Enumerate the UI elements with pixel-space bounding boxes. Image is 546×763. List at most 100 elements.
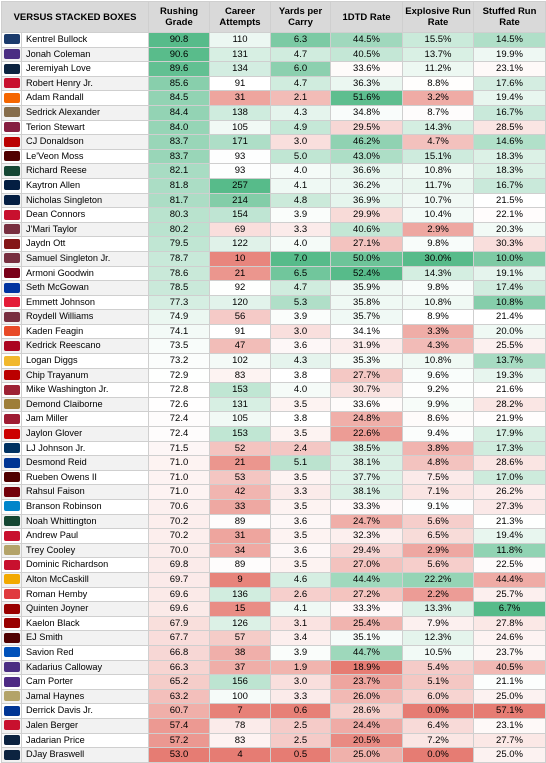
table-row[interactable]: Alton McCaskill 69.7 9 4.6 44.4% 22.2% 44.4% bbox=[1, 571, 546, 588]
table-row[interactable]: Adam Randall 84.5 31 2.1 51.6% 3.2% 19.4% bbox=[1, 90, 546, 106]
table-row[interactable]: Kentrel Bullock 90.8 110 6.3 44.5% 15.5% 14.5% bbox=[1, 32, 546, 48]
table-row[interactable]: LJ Johnson Jr. 71.5 52 2.4 38.5% 3.8% 17.3% bbox=[1, 440, 546, 457]
column-header-stuffed-run-rate[interactable]: Stuffed Run Rate bbox=[473, 1, 546, 33]
cell-yards-per-carry: 4.9 bbox=[270, 119, 332, 136]
cell-stuffed-run-rate: 23.7% bbox=[473, 644, 546, 661]
cell-1dtd-rate: 38.5% bbox=[330, 440, 404, 457]
table-row[interactable]: Kedrick Reescano 73.5 47 3.6 31.9% 4.3% 25.5% bbox=[1, 338, 546, 355]
table-row[interactable]: Desmond Reid 71.0 21 5.1 38.1% 4.8% 28.6% bbox=[1, 455, 546, 471]
table-row[interactable]: Branson Robinson 70.6 33 3.5 33.3% 9.1% 27.3% bbox=[1, 499, 546, 515]
cell-stuffed-run-rate: 16.7% bbox=[473, 104, 546, 121]
table-row[interactable]: Dean Connors 80.3 154 3.9 29.9% 10.4% 22.1% bbox=[1, 207, 546, 223]
team-logo-icon bbox=[3, 136, 20, 147]
cell-explosive-run-rate: 9.8% bbox=[402, 280, 475, 296]
table-row[interactable]: Emmett Johnson 77.3 120 5.3 35.8% 10.8% 10.8% bbox=[1, 294, 546, 311]
table-row[interactable]: Demond Claiborne 72.6 131 3.5 33.6% 9.9% 28.2% bbox=[1, 396, 546, 413]
cell-explosive-run-rate: 12.3% bbox=[402, 630, 475, 646]
table-row[interactable]: Trey Cooley 70.0 34 3.6 29.4% 2.9% 11.8% bbox=[1, 542, 546, 559]
table-row[interactable]: Mike Washington Jr. 72.8 153 4.0 30.7% 9.2% 21… bbox=[1, 382, 546, 398]
cell-career-attempts: 126 bbox=[209, 615, 272, 632]
table-row[interactable]: Chip Trayanum 72.9 83 3.8 27.7% 9.6% 19.3% bbox=[1, 367, 546, 384]
table-row[interactable]: Dominic Richardson 69.8 89 3.5 27.0% 5.6% 22.5… bbox=[1, 557, 546, 573]
team-logo-icon bbox=[3, 195, 20, 206]
player-name: Sedrick Alexander bbox=[20, 104, 150, 121]
table-row[interactable]: Jamal Haynes 63.2 100 3.3 26.0% 6.0% 25.0% bbox=[1, 688, 546, 705]
column-header-1dtd-rate[interactable]: 1DTD Rate bbox=[330, 1, 404, 33]
table-row[interactable]: Kaytron Allen 81.8 257 4.1 36.2% 11.7% 16.7% bbox=[1, 177, 546, 194]
player-name: Jeremiyah Love bbox=[20, 61, 150, 77]
table-row[interactable]: Quinten Joyner 69.6 15 4.1 33.3% 13.3% 6.7% bbox=[1, 601, 546, 617]
table-row[interactable]: Jam Miller 72.4 105 3.8 24.8% 8.6% 21.9% bbox=[1, 411, 546, 428]
table-row[interactable]: Terion Stewart 84.0 105 4.9 29.5% 14.3% 28.5% bbox=[1, 119, 546, 136]
table-row[interactable]: Logan Diggs 73.2 102 4.3 35.3% 10.8% 13.7% bbox=[1, 353, 546, 369]
table-row[interactable]: Rahsul Faison 71.0 42 3.3 38.1% 7.1% 26.2% bbox=[1, 484, 546, 500]
cell-explosive-run-rate: 10.8% bbox=[402, 163, 475, 179]
cell-1dtd-rate: 24.4% bbox=[330, 717, 404, 734]
table-row[interactable]: Roydell Williams 74.9 56 3.9 35.7% 8.9% 21.4% bbox=[1, 309, 546, 325]
table-row[interactable]: Kadarius Calloway 66.3 37 1.9 18.9% 5.4% 40.5% bbox=[1, 659, 546, 676]
table-row[interactable]: Derrick Davis Jr. 60.7 7 0.6 28.6% 0.0% 57.1% bbox=[1, 703, 546, 719]
cell-yards-per-carry: 3.8 bbox=[270, 367, 332, 384]
column-header-career-attempts[interactable]: Career Attempts bbox=[209, 1, 272, 33]
table-row[interactable]: Jaydn Ott 79.5 122 4.0 27.1% 9.8% 30.3% bbox=[1, 236, 546, 252]
table-row[interactable]: EJ Smith 67.7 57 3.4 35.1% 12.3% 24.6% bbox=[1, 630, 546, 646]
cell-explosive-run-rate: 11.2% bbox=[402, 61, 475, 77]
cell-explosive-run-rate: 10.5% bbox=[402, 644, 475, 661]
cell-1dtd-rate: 29.9% bbox=[330, 207, 404, 223]
cell-explosive-run-rate: 13.7% bbox=[402, 46, 475, 63]
table-row[interactable]: Seth McGowan 78.5 92 4.7 35.9% 9.8% 17.4% bbox=[1, 280, 546, 296]
table-row[interactable]: Rueben Owens II 71.0 53 3.5 37.7% 7.5% 17.0% bbox=[1, 469, 546, 486]
player-name: Desmond Reid bbox=[20, 455, 150, 471]
table-row[interactable]: Jadarian Price 57.2 83 2.5 20.5% 7.2% 27.7% bbox=[1, 732, 546, 749]
cell-rushing-grade: 80.3 bbox=[148, 207, 211, 223]
table-row[interactable]: Cam Porter 65.2 156 3.0 23.7% 5.1% 21.1% bbox=[1, 674, 546, 690]
cell-career-attempts: 134 bbox=[209, 61, 272, 77]
player-name: Kaytron Allen bbox=[20, 177, 150, 194]
table-row[interactable]: Roman Hemby 69.6 136 2.6 27.2% 2.2% 25.7% bbox=[1, 586, 546, 603]
cell-rushing-grade: 81.8 bbox=[148, 177, 211, 194]
cell-rushing-grade: 66.8 bbox=[148, 644, 211, 661]
table-row[interactable]: Jalen Berger 57.4 78 2.5 24.4% 6.4% 23.1% bbox=[1, 717, 546, 734]
cell-yards-per-carry: 3.6 bbox=[270, 542, 332, 559]
table-row[interactable]: Andrew Paul 70.2 31 3.5 32.3% 6.5% 19.4% bbox=[1, 528, 546, 544]
table-row[interactable]: Sedrick Alexander 84.4 138 4.3 34.8% 8.7% 16.7… bbox=[1, 104, 546, 121]
column-header-rushing-grade[interactable]: Rushing Grade bbox=[148, 1, 211, 33]
table-row[interactable]: Armoni Goodwin 78.6 21 6.5 52.4% 14.3% 19.1% bbox=[1, 265, 546, 282]
cell-stuffed-run-rate: 16.7% bbox=[473, 177, 546, 194]
player-name: Seth McGowan bbox=[20, 280, 150, 296]
column-header-yards-per-carry[interactable]: Yards per Carry bbox=[270, 1, 332, 33]
cell-stuffed-run-rate: 11.8% bbox=[473, 542, 546, 559]
table-row[interactable]: Jaylon Glover 72.4 153 3.5 22.6% 9.4% 17.9% bbox=[1, 426, 546, 442]
cell-career-attempts: 31 bbox=[209, 90, 272, 106]
cell-yards-per-carry: 6.3 bbox=[270, 32, 332, 48]
table-row[interactable]: Jonah Coleman 90.6 131 4.7 40.5% 13.7% 19.9% bbox=[1, 46, 546, 63]
table-row[interactable]: Robert Henry Jr. 85.6 91 4.7 36.3% 8.8% 17.6% bbox=[1, 75, 546, 92]
cell-yards-per-carry: 3.9 bbox=[270, 309, 332, 325]
cell-yards-per-carry: 3.8 bbox=[270, 411, 332, 428]
table-row[interactable]: Richard Reese 82.1 93 4.0 36.6% 10.8% 18.3% bbox=[1, 163, 546, 179]
cell-rushing-grade: 71.0 bbox=[148, 469, 211, 486]
cell-1dtd-rate: 27.1% bbox=[330, 236, 404, 252]
cell-stuffed-run-rate: 21.4% bbox=[473, 309, 546, 325]
cell-rushing-grade: 74.9 bbox=[148, 309, 211, 325]
table-row[interactable]: Savion Red 66.8 38 3.9 44.7% 10.5% 23.7% bbox=[1, 644, 546, 661]
table-row[interactable]: Le'Veon Moss 83.7 93 5.0 43.0% 15.1% 18.3% bbox=[1, 148, 546, 165]
table-row[interactable]: Noah Whittington 70.2 89 3.6 24.7% 5.6% 21.3% bbox=[1, 513, 546, 530]
column-header-explosive-run-rate[interactable]: Explosive Run Rate bbox=[402, 1, 475, 33]
table-row[interactable]: J'Mari Taylor 80.2 69 3.3 40.6% 2.9% 20.3% bbox=[1, 221, 546, 238]
cell-stuffed-run-rate: 25.5% bbox=[473, 338, 546, 355]
cell-career-attempts: 154 bbox=[209, 207, 272, 223]
table-row[interactable]: Jeremiyah Love 89.6 134 6.0 33.6% 11.2% 23.1% bbox=[1, 61, 546, 77]
cell-explosive-run-rate: 0.0% bbox=[402, 703, 475, 719]
player-name: Kaden Feagin bbox=[20, 323, 150, 340]
team-logo-icon bbox=[3, 676, 20, 687]
table-row[interactable]: Nicholas Singleton 81.7 214 4.8 36.9% 10.7% 21… bbox=[1, 192, 546, 209]
cell-rushing-grade: 73.5 bbox=[148, 338, 211, 355]
cell-rushing-grade: 89.6 bbox=[148, 61, 211, 77]
table-row[interactable]: Samuel Singleton Jr. 78.7 10 7.0 50.0% 30.0% 1… bbox=[1, 250, 546, 267]
cell-yards-per-carry: 2.1 bbox=[270, 90, 332, 106]
table-row[interactable]: Kaden Feagin 74.1 91 3.0 34.1% 3.3% 20.0% bbox=[1, 323, 546, 340]
table-row[interactable]: DJay Braswell 53.0 4 0.5 25.0% 0.0% 25.0% bbox=[1, 747, 546, 763]
table-row[interactable]: CJ Donaldson 83.7 171 3.0 46.2% 4.7% 14.6% bbox=[1, 134, 546, 150]
table-row[interactable]: Kaelon Black 67.9 126 3.1 25.4% 7.9% 27.8% bbox=[1, 615, 546, 632]
